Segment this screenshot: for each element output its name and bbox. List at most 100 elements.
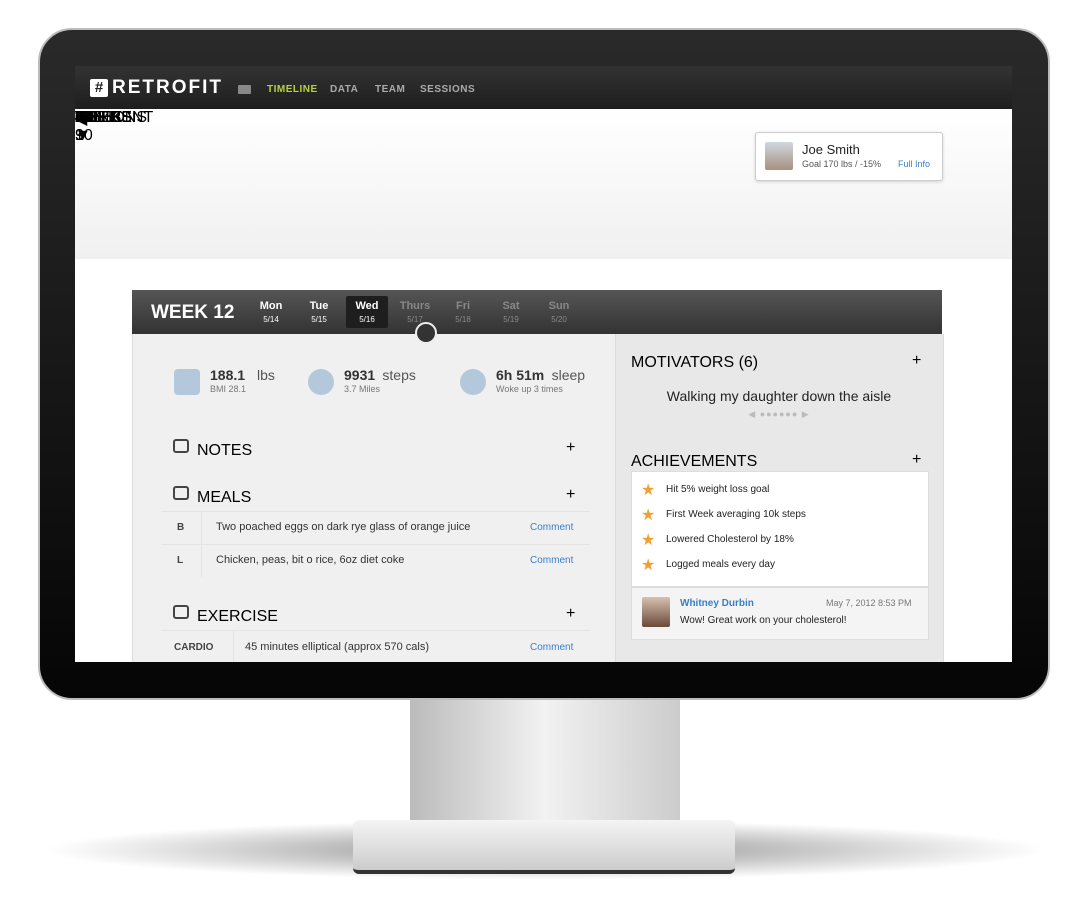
stat-card card: 9931 steps 3.7 Miles (296, 358, 431, 406)
profile-card: Joe Smith Goal 170 lbs / -15% Full Info (755, 132, 943, 181)
week-label: 2 (75, 109, 84, 126)
add-button plus[interactable]: + (912, 352, 922, 369)
options: OPTIONS ▼ (75, 109, 148, 144)
row-divider-v (201, 544, 202, 577)
week-label: 34 (75, 109, 93, 126)
achievement-text: Logged meals every day (666, 559, 775, 570)
stat-icon (174, 369, 200, 395)
annotation-text: 200LBS (75, 109, 132, 126)
week-label: 45 (75, 109, 93, 126)
notes-card card: NOTES + (161, 431, 590, 463)
week-label: 10 (75, 109, 93, 126)
row-divider (161, 511, 590, 512)
stat-value: 9931 (344, 367, 376, 383)
stat-sub: 3.7 Miles (344, 384, 381, 394)
week-label: 8 (75, 109, 84, 126)
comment-name[interactable]: Whitney Durbin (680, 598, 754, 609)
annotation-text: WEEK 9 (75, 109, 123, 144)
nav-item[interactable]: TIMELINE (267, 84, 318, 95)
annotation-text: -15% (75, 109, 113, 126)
logo: RETROFIT (112, 77, 223, 98)
week-label: 47 (75, 109, 93, 126)
day-name[interactable]: Tue (309, 300, 329, 312)
day-date[interactable]: 5/14 (263, 315, 279, 324)
section-title hd: NOTES (197, 442, 253, 459)
week-label: 18 (75, 109, 93, 126)
nav-item[interactable]: DATA (330, 84, 359, 95)
week-label: 46 (75, 109, 93, 126)
add-button plus[interactable]: + (566, 439, 576, 456)
star-icon: ★ (641, 482, 656, 499)
stat-sub: Woke up 3 times (496, 384, 563, 394)
comment-date: May 7, 2012 8:53 PM (826, 598, 912, 608)
comment-link[interactable]: Comment (530, 642, 574, 653)
monitor-base (353, 820, 735, 874)
comment-link[interactable]: Comment (530, 522, 574, 533)
achievement-text: First Week averaging 10k steps (666, 509, 806, 520)
week-label: 49 (75, 109, 93, 126)
day-date[interactable]: 5/17 (407, 315, 423, 324)
week-label: 21 (75, 109, 93, 126)
week-label: 48 (75, 109, 93, 126)
day-name[interactable]: Sun (548, 300, 570, 312)
week-label: 14 (75, 109, 93, 126)
section-title hd: MEALS (197, 489, 252, 506)
add-button plus[interactable]: + (912, 451, 922, 468)
meal-key: B (177, 522, 185, 533)
annotation-text: WEEK 1 (75, 109, 123, 144)
meal-text: Two poached eggs on dark rye glass of or… (216, 521, 471, 533)
star-icon: ★ (641, 532, 656, 549)
day-name[interactable]: Mon (259, 300, 283, 312)
annotation-text: -5% (75, 109, 104, 126)
week-label: 32 (75, 109, 93, 126)
motivator-card card: Walking my daughter down the aisle ◀ ●●●●… (631, 372, 927, 430)
exercise-card card: EXERCISE + CARDIO 45 minutes elliptical (ap… (161, 597, 590, 662)
day-name[interactable]: Fri (455, 300, 471, 312)
nav-item[interactable]: SESSIONS (420, 84, 476, 95)
stat-card card: 6h 51m sleep Woke up 3 times (448, 358, 590, 406)
meal-text: Chicken, peas, bit o rice, 6oz diet coke (216, 554, 405, 566)
section-icon (173, 605, 189, 619)
add-button plus[interactable]: + (566, 605, 576, 622)
day-name[interactable]: Thurs (399, 300, 431, 312)
motivator-text: Walking my daughter down the aisle (666, 388, 892, 404)
stat-value: 6h 51m (496, 367, 545, 383)
logo-mark: # (90, 79, 108, 97)
profile-link[interactable]: Full Info (898, 159, 931, 169)
stat-icon (308, 369, 334, 395)
profile-name: Joe Smith (802, 142, 860, 157)
day-date[interactable]: 5/16 (359, 315, 375, 324)
achievements-title sec: ACHIEVEMENTS (631, 453, 758, 470)
week-label: 13 (75, 109, 93, 126)
profile-goal: Goal 170 lbs / -15% (802, 159, 882, 169)
week-label: 30 (75, 109, 93, 126)
day-date[interactable]: 5/19 (503, 315, 519, 324)
stat-unit: sleep (551, 367, 586, 383)
week-label: 24 (75, 109, 93, 126)
week-label: 41 (75, 109, 93, 126)
row-divider (161, 544, 590, 545)
day-name[interactable]: Sat (502, 300, 520, 312)
star-icon: ★ (641, 507, 656, 524)
day-date[interactable]: 5/15 (311, 315, 327, 324)
day-date[interactable]: 5/20 (551, 315, 567, 324)
week-label: 28 (75, 109, 93, 126)
achievement-text: Hit 5% weight loss goal (666, 484, 770, 495)
annotation-text: -6% (75, 109, 104, 126)
nav-item[interactable]: TEAM (375, 84, 406, 95)
carousel-dots[interactable]: ◀ ●●●●●● ▶ (748, 409, 810, 419)
week-label: 27 (75, 109, 93, 126)
annotation-text: WEEK 30 (75, 109, 123, 144)
comment-link[interactable]: Comment (530, 555, 574, 566)
nav-bar (75, 66, 1012, 109)
week-label: 29 (75, 109, 93, 126)
stat-unit: lbs (257, 367, 275, 383)
week-label: 9 (75, 109, 84, 126)
add-button plus[interactable]: + (566, 486, 576, 503)
week-label: 23 (75, 109, 93, 126)
day-date[interactable]: 5/18 (455, 315, 471, 324)
achievement-text: Lowered Cholesterol by 18% (666, 534, 794, 545)
week-label: 40 (75, 109, 93, 126)
day-name[interactable]: Wed (355, 300, 379, 312)
